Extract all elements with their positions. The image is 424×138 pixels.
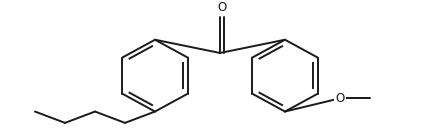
Text: O: O: [217, 1, 226, 14]
Text: O: O: [335, 92, 345, 105]
